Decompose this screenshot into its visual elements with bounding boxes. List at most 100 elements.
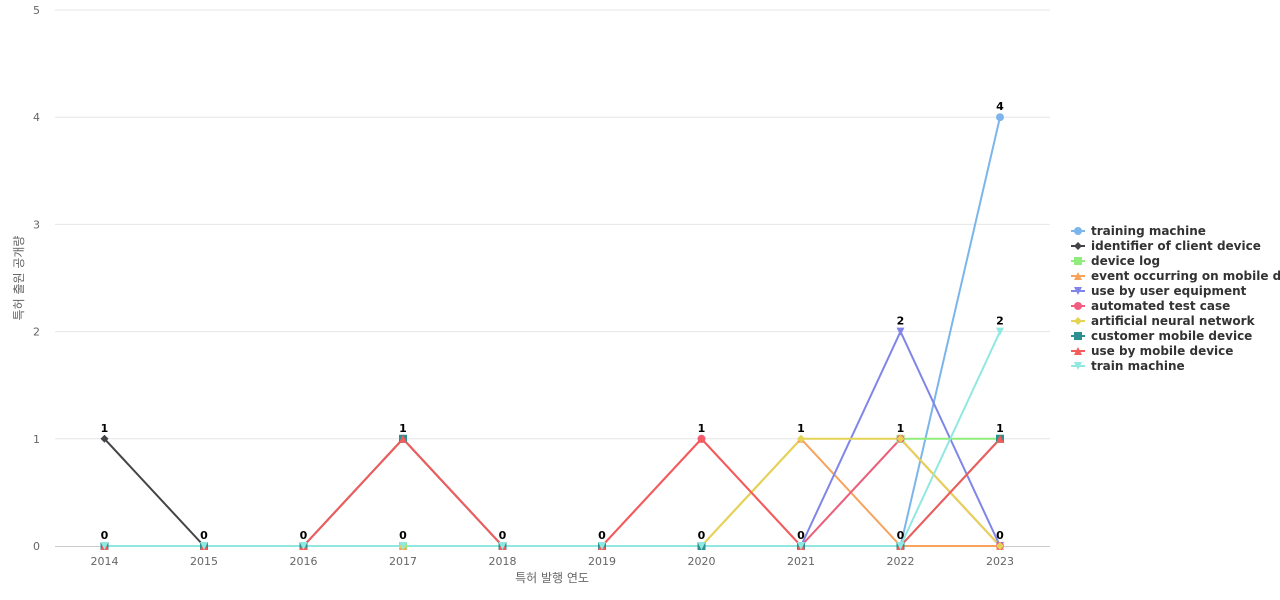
legend-marker-icon [1074, 302, 1082, 310]
legend-marker-icon [1074, 287, 1082, 295]
legend-item[interactable]: train machine [1071, 359, 1185, 373]
legend-item[interactable]: use by mobile device [1071, 344, 1233, 358]
data-point [896, 542, 905, 550]
data-point [896, 327, 905, 336]
data-point [598, 542, 606, 550]
data-label: 1 [698, 422, 706, 435]
x-tick-label: 2016 [290, 555, 318, 568]
data-label: 0 [598, 529, 606, 542]
data-point [399, 434, 407, 443]
legend-marker-icon [1074, 227, 1082, 235]
data-label: 0 [300, 529, 308, 542]
y-axis-ticks: 0 1 2 3 4 5 [33, 4, 40, 553]
x-tick-label: 2021 [787, 555, 815, 568]
data-label: 0 [996, 529, 1004, 542]
data-label: 0 [698, 529, 706, 542]
legend-marker-icon [1074, 257, 1082, 265]
y-tick-label: 0 [33, 540, 40, 553]
x-axis-ticks: 2014 2015 2016 2017 2018 2019 2020 2021 2022 2023 [91, 555, 1015, 568]
data-point [797, 542, 805, 550]
data-point [100, 434, 109, 443]
data-label: 1 [996, 422, 1004, 435]
y-axis-title: 특허 출원 공개량 [12, 236, 26, 321]
x-tick-label: 2015 [190, 555, 218, 568]
data-point [797, 434, 805, 443]
data-point [697, 434, 706, 443]
x-tick-label: 2014 [91, 555, 119, 568]
data-label: 4 [996, 100, 1004, 113]
data-label: 1 [399, 422, 407, 435]
series-line-6 [104, 437, 1001, 547]
legend-label: training machine [1091, 224, 1206, 238]
data-label: 0 [499, 529, 507, 542]
legend-marker-icon [1074, 242, 1082, 250]
data-label: 1 [897, 422, 905, 435]
legend-label: use by user equipment [1091, 284, 1247, 298]
x-tick-label: 2020 [688, 555, 716, 568]
data-point [996, 327, 1004, 336]
legend-item[interactable]: identifier of client device [1071, 239, 1261, 253]
data-point [996, 113, 1004, 122]
legend-item[interactable]: device log [1071, 254, 1160, 268]
series-line-5 [104, 437, 1001, 547]
data-labels: 1 0 0 0 1 0 0 0 1 0 1 0 2 1 0 4 2 1 0 [101, 100, 1005, 542]
legend-marker-icon [1074, 332, 1082, 340]
x-tick-label: 2022 [887, 555, 915, 568]
legend-item[interactable]: use by user equipment [1071, 284, 1247, 298]
legend-label: customer mobile device [1091, 329, 1252, 343]
y-tick-label: 1 [33, 433, 40, 446]
data-point [996, 434, 1004, 443]
data-point [498, 542, 507, 550]
series-line-8 [104, 437, 1001, 547]
legend-label: identifier of client device [1091, 239, 1261, 253]
x-tick-label: 2023 [986, 555, 1014, 568]
legend-label: event occurring on mobile d... [1091, 269, 1280, 283]
legend-marker-icon [1074, 272, 1082, 280]
x-tick-label: 2017 [389, 555, 417, 568]
data-label: 0 [200, 529, 208, 542]
data-point [896, 434, 905, 443]
data-label: 0 [797, 529, 805, 542]
series-line-1 [103, 438, 1000, 547]
y-tick-label: 5 [33, 4, 40, 17]
series-line-3 [104, 437, 1000, 547]
legend-item[interactable]: automated test case [1071, 299, 1230, 313]
data-label: 1 [101, 422, 109, 435]
legend-label: artificial neural network [1091, 314, 1256, 328]
y-tick-label: 4 [33, 111, 40, 124]
grid-lines [55, 9, 1050, 440]
data-point [200, 542, 208, 550]
legend-marker-icon [1074, 317, 1082, 325]
series-lines [103, 116, 1001, 547]
y-tick-label: 3 [33, 218, 40, 231]
y-tick-label: 2 [33, 326, 40, 339]
series-line-7 [104, 437, 1001, 547]
legend-label: device log [1091, 254, 1160, 268]
series-markers [100, 113, 1004, 550]
data-point [996, 542, 1004, 550]
data-label: 1 [797, 422, 805, 435]
data-point [399, 542, 407, 550]
legend-marker-icon [1074, 347, 1082, 355]
series-line-9 [104, 331, 1001, 547]
legend-label: use by mobile device [1091, 344, 1233, 358]
data-label: 0 [399, 529, 407, 542]
legend-item[interactable]: training machine [1071, 224, 1206, 238]
x-axis-title: 특허 발행 연도 [515, 570, 589, 585]
data-point [100, 542, 109, 550]
legend-item[interactable]: customer mobile device [1071, 329, 1252, 343]
data-point [697, 542, 706, 550]
data-label: 0 [897, 529, 905, 542]
legend-item[interactable]: artificial neural network [1071, 314, 1256, 328]
data-label: 2 [897, 315, 905, 328]
legend-label: train machine [1091, 359, 1185, 373]
x-tick-label: 2019 [588, 555, 616, 568]
data-label: 0 [101, 529, 109, 542]
legend-label: automated test case [1091, 299, 1230, 313]
legend-item[interactable]: event occurring on mobile d... [1071, 269, 1280, 283]
legend-marker-icon [1074, 362, 1082, 370]
x-tick-label: 2018 [489, 555, 517, 568]
data-point [299, 542, 308, 550]
